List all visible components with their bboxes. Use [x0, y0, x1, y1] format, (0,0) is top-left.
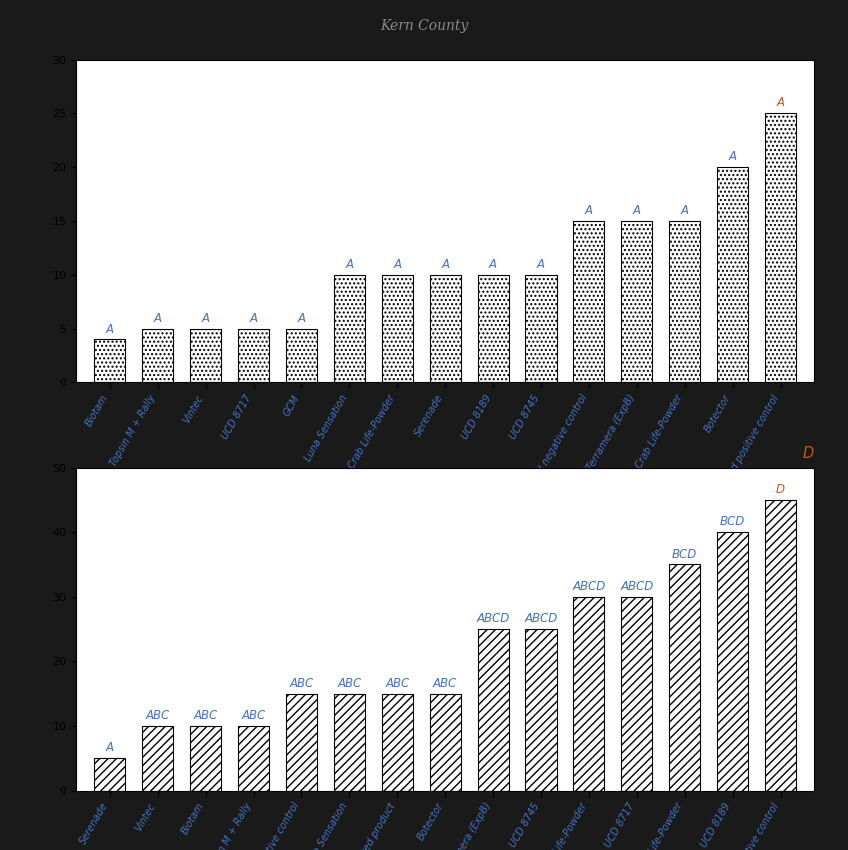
Bar [190, 726, 221, 790]
Bar [717, 532, 748, 790]
Bar [334, 275, 365, 382]
Bar [286, 329, 317, 382]
Bar [190, 329, 221, 382]
Text: ABC: ABC [289, 677, 314, 689]
Text: ABC: ABC [433, 677, 457, 689]
Text: A: A [345, 258, 354, 271]
Bar [669, 564, 700, 790]
Text: A: A [633, 204, 641, 217]
Bar [334, 694, 365, 790]
Text: ABCD: ABCD [572, 580, 605, 592]
Text: A: A [489, 258, 497, 271]
Bar [238, 329, 269, 382]
Text: A: A [585, 204, 593, 217]
Bar [669, 221, 700, 382]
Text: Kern County: Kern County [380, 19, 468, 32]
Bar [286, 694, 317, 790]
Text: D: D [776, 483, 785, 496]
Text: ABC: ABC [385, 677, 410, 689]
Text: A: A [249, 312, 258, 325]
Text: ABC: ABC [338, 677, 361, 689]
Text: ABC: ABC [242, 709, 265, 722]
Bar [622, 221, 652, 382]
Text: A: A [202, 312, 209, 325]
Text: A: A [106, 741, 114, 754]
Text: ABCD: ABCD [620, 580, 654, 592]
Bar [765, 500, 796, 790]
Text: A: A [106, 322, 114, 336]
Bar [94, 339, 126, 382]
Bar [526, 275, 556, 382]
Text: ABCD: ABCD [477, 612, 510, 625]
Text: BCD: BCD [720, 515, 745, 528]
Text: A: A [441, 258, 449, 271]
Bar [717, 167, 748, 382]
Text: A: A [777, 96, 784, 110]
Bar [477, 629, 509, 790]
Bar [142, 726, 173, 790]
Bar [573, 597, 605, 790]
Text: A: A [153, 312, 162, 325]
Bar [382, 694, 413, 790]
Bar [382, 275, 413, 382]
Bar [430, 275, 460, 382]
Text: A: A [298, 312, 305, 325]
Text: ABC: ABC [193, 709, 218, 722]
Text: A: A [681, 204, 689, 217]
Bar [573, 221, 605, 382]
Bar [430, 694, 460, 790]
Bar [94, 758, 126, 791]
Bar [765, 113, 796, 382]
Text: D: D [803, 446, 814, 461]
Bar [142, 329, 173, 382]
Bar [526, 629, 556, 790]
Text: BCD: BCD [672, 547, 697, 560]
Text: A: A [728, 150, 737, 163]
Text: A: A [393, 258, 401, 271]
Bar [477, 275, 509, 382]
Text: ABCD: ABCD [524, 612, 558, 625]
Text: A: A [537, 258, 545, 271]
Bar [238, 726, 269, 790]
Text: ABC: ABC [146, 709, 170, 722]
Bar [622, 597, 652, 790]
